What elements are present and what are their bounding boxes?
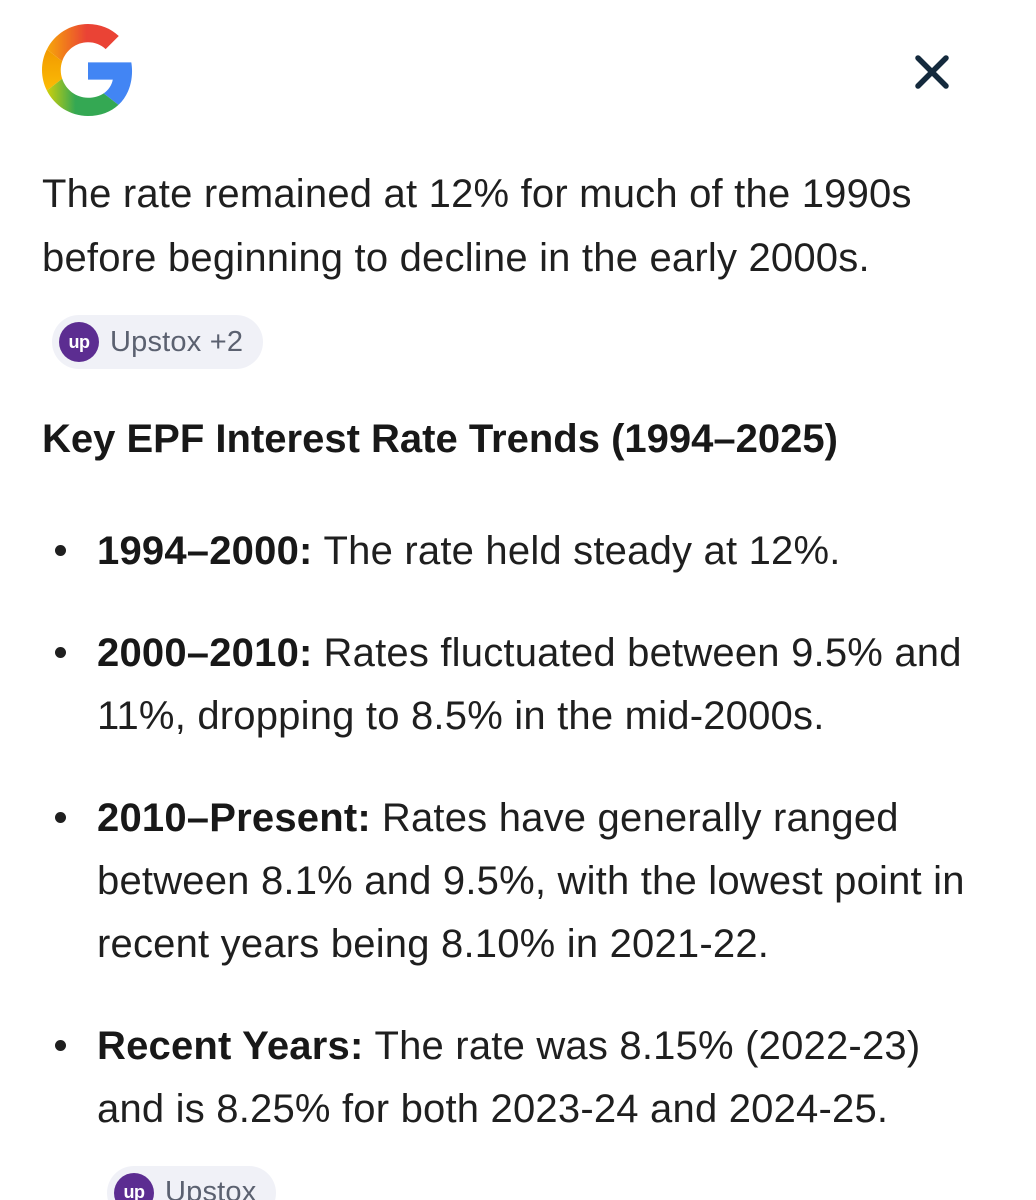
panel-header — [42, 24, 994, 116]
trends-list: 1994–2000: The rate held steady at 12%. 2… — [42, 520, 994, 1200]
upstox-logo-icon: up — [59, 322, 99, 362]
intro-text: The rate remained at 12% for much of the… — [42, 172, 912, 280]
bullet-text: The rate was 8.15% (2022-23) and is 8.25… — [97, 1024, 921, 1131]
close-button[interactable] — [906, 46, 958, 98]
list-item-1994-2000: 1994–2000: The rate held steady at 12%. — [42, 520, 972, 583]
bullet-text: Rates have generally ranged between 8.1%… — [97, 796, 965, 966]
source-chip-label: Upstox — [165, 1176, 257, 1200]
bullet-label: 1994–2000: — [97, 529, 313, 573]
bullet-label: 2000–2010: — [97, 631, 313, 675]
intro-paragraph: The rate remained at 12% for much of the… — [42, 162, 987, 369]
source-chip-label: Upstox +2 — [110, 326, 244, 358]
upstox-logo-text: up — [68, 332, 91, 352]
source-chip[interactable]: up Upstox — [107, 1165, 277, 1200]
section-heading: Key EPF Interest Rate Trends (1994–2025) — [42, 417, 838, 461]
bullet-text: The rate held steady at 12%. — [323, 529, 841, 573]
upstox-logo-icon: up — [114, 1172, 154, 1200]
bullet-label: Recent Years: — [97, 1024, 364, 1068]
list-item-2000-2010: 2000–2010: Rates fluctuated between 9.5% … — [42, 622, 972, 748]
close-icon — [906, 46, 958, 98]
upstox-logo-text: up — [123, 1182, 146, 1200]
bullet-text: Rates fluctuated between 9.5% and 11%, d… — [97, 631, 962, 738]
source-chip[interactable]: up Upstox +2 — [52, 315, 264, 369]
list-item-2010-present: 2010–Present: Rates have generally ranged… — [42, 787, 972, 976]
bullet-label: 2010–Present: — [97, 796, 371, 840]
list-item-recent-years: Recent Years: The rate was 8.15% (2022-23… — [42, 1015, 972, 1200]
google-g-logo-icon — [42, 24, 134, 116]
